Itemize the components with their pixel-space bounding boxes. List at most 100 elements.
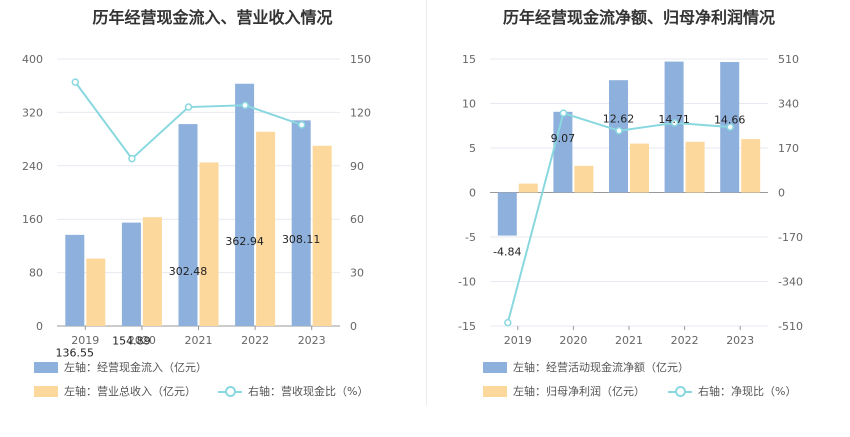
chart-title: 历年经营现金流净额、归母净利润情况 — [502, 8, 775, 27]
data-label: 362.94 — [225, 235, 264, 248]
bar-series-2 — [86, 258, 106, 326]
line-point — [559, 109, 568, 117]
right-axis-tick: -170 — [778, 231, 803, 244]
line-point — [184, 103, 193, 111]
left-axis-tick: 0 — [469, 187, 476, 200]
legend-swatch — [34, 385, 58, 397]
line-point — [504, 318, 512, 327]
data-label: 154.89 — [112, 334, 151, 347]
x-axis-tick-label: 2021 — [185, 334, 213, 347]
right-chart-panel: 历年经营现金流净额、归母净利润情况 -15 -10 -5 0 5 10 15 -510 -340… — [428, 0, 850, 437]
bar-series-1 — [291, 120, 311, 326]
bar-series-2 — [741, 139, 761, 193]
x-axis-tick-label: 2022 — [671, 334, 699, 347]
x-axis-tick-label: 2023 — [726, 334, 754, 347]
bar-series-2 — [574, 165, 594, 193]
legend-label: 左轴：经营现金流入（亿元） — [64, 361, 207, 374]
legend-item-revenue[interactable]: 左轴：营业总收入（亿元） — [34, 383, 196, 399]
x-axis-tick-label: 2022 — [241, 334, 269, 347]
left-chart-svg: 0 80 160 240 320 400 0 30 60 90 120 150 2019 2020 2021… — [22, 53, 371, 359]
x-axis-tick-label: 2023 — [298, 334, 326, 347]
right-axis-tick: 30 — [350, 267, 364, 280]
legend-label: 右轴：营收现金比（%） — [248, 385, 369, 398]
data-label: 14.71 — [658, 113, 690, 126]
left-axis-tick: 320 — [22, 106, 43, 119]
left-axis-tick: 15 — [462, 53, 476, 66]
x-axis-tick-label: 2020 — [128, 334, 156, 347]
bar-series-2 — [199, 162, 219, 326]
right-axis-tick: 340 — [778, 98, 799, 111]
legend-item-net-profit[interactable]: 左轴：归母净利润（亿元） — [483, 383, 645, 399]
data-label: 302.48 — [169, 265, 208, 278]
legend-label: 左轴：营业总收入（亿元） — [64, 385, 196, 398]
data-label: 9.07 — [551, 132, 576, 145]
left-axis-tick: 0 — [36, 320, 43, 333]
line-point — [297, 121, 306, 129]
left-chart-panel: 历年经营现金流入、营业收入情况 0 80 160 240 320 400 0 30 60 90 12… — [22, 8, 371, 399]
x-axis-tick-label: 2019 — [71, 334, 99, 347]
left-axis-tick: 10 — [462, 98, 476, 111]
line-point — [615, 126, 623, 135]
left-axis-tick: -5 — [465, 231, 476, 244]
line-point — [241, 101, 249, 110]
data-label: 12.62 — [603, 112, 635, 125]
data-label: 136.55 — [56, 346, 95, 359]
legend-label: 左轴：经营活动现金流净额（亿元） — [513, 361, 689, 374]
left-axis-tick: 400 — [22, 53, 43, 66]
line-point — [71, 78, 80, 86]
right-chart-svg: -15-10-5051015-510-340-17001703405102019… — [458, 53, 803, 347]
bar-series-2 — [312, 145, 332, 326]
bar-series-2 — [630, 143, 649, 193]
legend-label: 右轴：净现比（%） — [698, 385, 797, 398]
legend-swatch — [483, 385, 507, 397]
legend-item-ratio[interactable]: 右轴：净现比（%） — [668, 383, 796, 399]
bar-series-2 — [518, 183, 538, 193]
left-axis-tick: 240 — [22, 160, 43, 173]
data-label: 14.66 — [714, 113, 746, 126]
left-axis-tick: -15 — [458, 320, 476, 333]
right-axis-tick: 0 — [350, 320, 357, 333]
bar-series-2 — [685, 141, 705, 193]
bar-series-1 — [178, 124, 198, 326]
legend-label: 左轴：归母净利润（亿元） — [513, 385, 645, 398]
legend-swatch-line — [218, 385, 242, 397]
right-axis-tick: -340 — [778, 276, 803, 289]
bar-series-1 — [664, 61, 684, 193]
right-axis-tick: 120 — [350, 106, 371, 119]
line-point — [726, 123, 734, 131]
x-axis-tick-label: 2019 — [504, 334, 532, 347]
left-axis-tick: 5 — [469, 142, 476, 155]
left-axis-tick: -10 — [458, 276, 476, 289]
legend-item-ratio[interactable]: 右轴：营收现金比（%） — [218, 383, 368, 399]
bar-series-1 — [121, 222, 141, 326]
panel-divider — [426, 0, 427, 405]
legend-item-net-cash-flow[interactable]: 左轴：经营活动现金流净额（亿元） — [483, 359, 689, 375]
right-axis-tick: -510 — [778, 320, 803, 333]
legend-item-cash-inflow[interactable]: 左轴：经营现金流入（亿元） — [34, 359, 207, 375]
right-axis-tick: 60 — [350, 213, 364, 226]
line-point — [128, 154, 136, 163]
line-point — [670, 119, 679, 127]
legend-swatch — [483, 361, 507, 373]
right-axis-tick: 90 — [350, 160, 364, 173]
legend-swatch-line — [668, 385, 692, 397]
legend-swatch — [34, 361, 58, 373]
data-label: 308.11 — [282, 233, 321, 246]
right-axis-tick: 150 — [350, 53, 371, 66]
right-axis-tick: 0 — [778, 187, 785, 200]
bar-series-1 — [497, 192, 517, 236]
bar-series-1 — [235, 83, 255, 326]
bar-series-1 — [609, 80, 628, 193]
left-axis-tick: 160 — [22, 213, 43, 226]
bar-series-2 — [256, 131, 276, 326]
right-axis-tick: 170 — [778, 142, 799, 155]
left-axis-tick: 80 — [29, 267, 43, 280]
chart-title: 历年经营现金流入、营业收入情况 — [92, 8, 333, 27]
right-axis-tick: 510 — [778, 53, 799, 66]
x-axis-tick-label: 2021 — [615, 334, 643, 347]
bar-series-1 — [553, 111, 573, 193]
bar-series-2 — [142, 217, 162, 326]
data-label: -4.84 — [493, 246, 521, 259]
x-axis-tick-label: 2020 — [559, 334, 587, 347]
bar-series-1 — [65, 234, 85, 326]
